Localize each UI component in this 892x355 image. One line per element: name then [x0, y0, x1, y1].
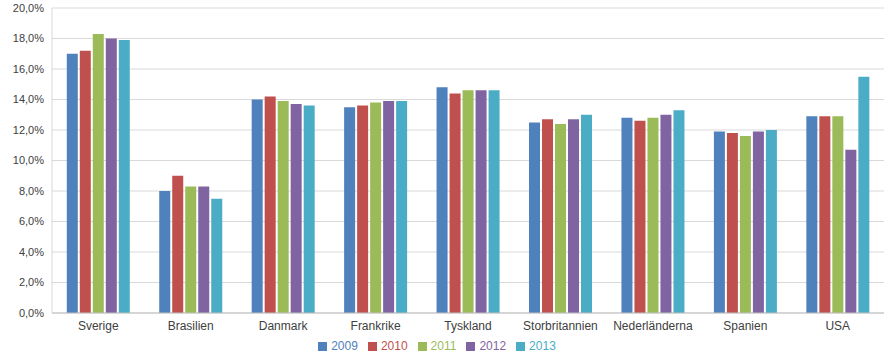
html-text:2012: 2012	[479, 339, 507, 353]
svg-text:20,0%: 20,0%	[13, 2, 44, 14]
svg-text:2,0%: 2,0%	[19, 276, 44, 288]
html-text:2011: 2011	[430, 339, 457, 353]
svg-text:4,0%: 4,0%	[19, 246, 44, 258]
svg-text:12,0%: 12,0%	[13, 124, 44, 136]
svg-text:16,0%: 16,0%	[13, 63, 44, 75]
svg-text:6,0%: 6,0%	[19, 215, 44, 227]
svg-text:USA: USA	[825, 319, 850, 333]
svg-text:Spanien: Spanien	[723, 319, 767, 333]
svg-text:Frankrike: Frankrike	[351, 319, 401, 333]
svg-text:Storbritannien: Storbritannien	[523, 319, 598, 333]
svg-text:8,0%: 8,0%	[19, 185, 44, 197]
svg-text:Brasilien: Brasilien	[168, 319, 214, 333]
svg-text:18,0%: 18,0%	[13, 32, 44, 44]
svg-text:10,0%: 10,0%	[13, 154, 44, 166]
svg-text:Tyskland: Tyskland	[444, 319, 491, 333]
html-text:2013: 2013	[529, 339, 556, 353]
svg-text:Nederländerna: Nederländerna	[613, 319, 693, 333]
svg-text:14,0%: 14,0%	[13, 93, 44, 105]
html-text:2009: 2009	[331, 339, 358, 353]
html-text:2010: 2010	[380, 339, 408, 353]
svg-text:Sverige: Sverige	[78, 319, 119, 333]
svg-text:0,0%: 0,0%	[19, 307, 44, 319]
svg-text:Danmark: Danmark	[259, 319, 309, 333]
